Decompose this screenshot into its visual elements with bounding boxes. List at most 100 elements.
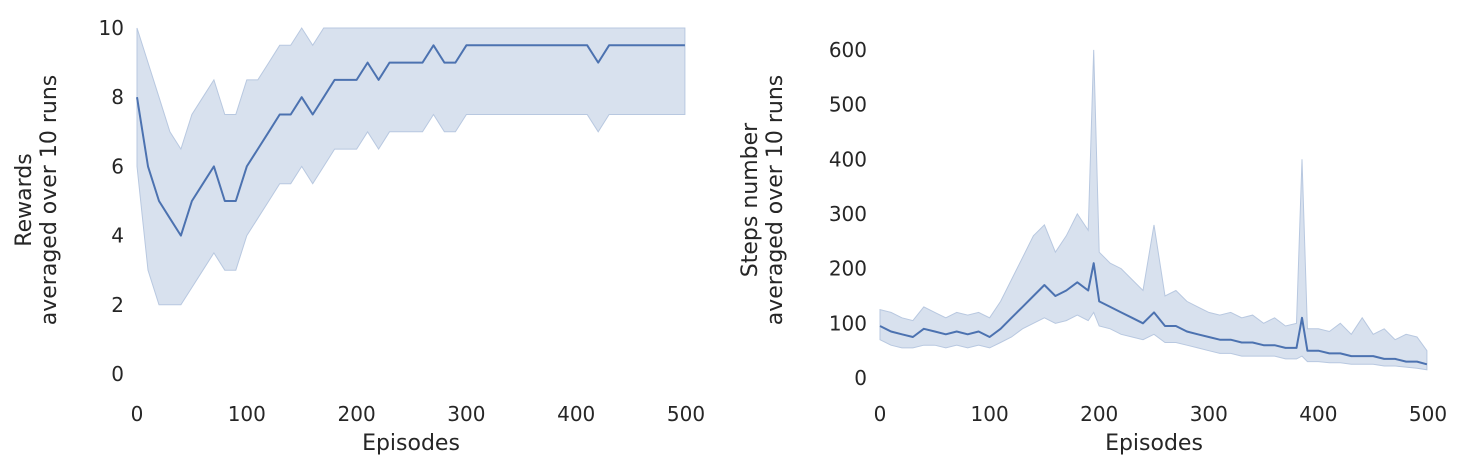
steps-data-point xyxy=(1077,282,1078,283)
steps-data-point xyxy=(1219,339,1220,340)
rewards-x-tick-label: 500 xyxy=(667,402,705,426)
rewards-data-point xyxy=(554,45,555,46)
steps-data-point xyxy=(1263,345,1264,346)
steps-data-point xyxy=(891,331,892,332)
steps-data-point xyxy=(1395,358,1396,359)
steps-y-tick-label: 400 xyxy=(829,147,867,171)
rewards-data-point xyxy=(279,114,280,115)
rewards-x-tick-label: 200 xyxy=(338,402,376,426)
steps-data-point xyxy=(1093,263,1094,264)
steps-data-point xyxy=(1302,317,1303,318)
rewards-data-point xyxy=(455,62,456,63)
rewards-y-tick-label: 2 xyxy=(111,293,124,317)
rewards-data-point xyxy=(290,114,291,115)
rewards-data-point xyxy=(137,97,138,98)
steps-x-tick-label: 500 xyxy=(1409,402,1447,426)
rewards-data-point xyxy=(565,45,566,46)
rewards-data-point xyxy=(213,166,214,167)
steps-data-point xyxy=(1252,342,1253,343)
rewards-data-point xyxy=(664,45,665,46)
rewards-data-point xyxy=(148,166,149,167)
steps-data-point xyxy=(989,337,990,338)
rewards-data-point xyxy=(620,45,621,46)
rewards-data-point xyxy=(356,79,357,80)
steps-data-point xyxy=(1274,345,1275,346)
steps-data-point xyxy=(956,331,957,332)
rewards-y-tick-label: 8 xyxy=(111,85,124,109)
rewards-y-tick-label: 4 xyxy=(111,224,124,248)
rewards-data-point xyxy=(411,62,412,63)
rewards-data-point xyxy=(312,114,313,115)
steps-panel: 0 100 200 300 400 500 600 0 100 200 300 400 500 Epi… xyxy=(738,38,1447,456)
rewards-data-point xyxy=(433,45,434,46)
steps-data-point xyxy=(1055,296,1056,297)
steps-y-tick-label: 200 xyxy=(829,257,867,281)
rewards-data-point xyxy=(169,218,170,219)
steps-data-point xyxy=(1340,353,1341,354)
rewards-data-point xyxy=(521,45,522,46)
rewards-mean-line xyxy=(136,44,685,237)
steps-data-point xyxy=(1022,306,1023,307)
rewards-data-point xyxy=(499,45,500,46)
steps-data-point xyxy=(880,326,881,327)
rewards-data-point xyxy=(598,62,599,63)
rewards-data-point xyxy=(587,45,588,46)
steps-data-point xyxy=(978,331,979,332)
steps-data-point xyxy=(1241,342,1242,343)
rewards-data-point xyxy=(323,97,324,98)
rewards-band-area xyxy=(136,27,686,306)
steps-data-point xyxy=(1154,312,1155,313)
steps-data-point xyxy=(934,331,935,332)
steps-x-tick-label: 400 xyxy=(1299,402,1337,426)
rewards-data-point xyxy=(543,45,544,46)
rewards-y-tick-label: 0 xyxy=(111,362,124,386)
rewards-data-point xyxy=(268,131,269,132)
steps-data-point xyxy=(1066,290,1067,291)
rewards-data-point xyxy=(224,201,225,202)
rewards-data-point xyxy=(477,45,478,46)
steps-data-point xyxy=(1230,339,1231,340)
steps-data-point xyxy=(1143,323,1144,324)
steps-y-axis-label-line2: averaged over 10 runs xyxy=(763,75,788,325)
rewards-data-point xyxy=(510,45,511,46)
rewards-series-line xyxy=(136,44,685,237)
steps-y-axis-label-line1: Steps number xyxy=(738,122,763,277)
rewards-data-point xyxy=(400,62,401,63)
steps-series-line xyxy=(879,262,1428,366)
steps-y-tick-label: 100 xyxy=(829,311,867,335)
steps-data-point xyxy=(1044,285,1045,286)
rewards-data-point xyxy=(466,45,467,46)
steps-data-point xyxy=(1373,356,1374,357)
rewards-data-point xyxy=(246,166,247,167)
rewards-data-point xyxy=(367,62,368,63)
steps-data-point xyxy=(901,334,902,335)
steps-data-point xyxy=(945,334,946,335)
steps-data-point xyxy=(1285,347,1286,348)
rewards-data-point xyxy=(642,45,643,46)
steps-data-point xyxy=(1011,317,1012,318)
steps-data-point xyxy=(923,328,924,329)
steps-data-point xyxy=(1362,356,1363,357)
steps-data-point xyxy=(1175,326,1176,327)
steps-x-ticks: 0 100 200 300 400 500 xyxy=(874,402,1447,426)
rewards-y-tick-label: 6 xyxy=(111,154,124,178)
steps-data-point xyxy=(1208,337,1209,338)
steps-data-point xyxy=(967,334,968,335)
rewards-x-ticks: 0 100 200 300 400 500 xyxy=(131,402,705,426)
steps-data-point xyxy=(1296,347,1297,348)
rewards-y-ticks: 0 2 4 6 8 10 xyxy=(99,16,124,386)
rewards-data-point xyxy=(202,183,203,184)
steps-confidence-band xyxy=(879,49,1428,371)
steps-y-tick-label: 600 xyxy=(829,38,867,62)
steps-data-point xyxy=(1329,353,1330,354)
steps-data-point xyxy=(1426,364,1427,365)
steps-data-point xyxy=(1384,358,1385,359)
rewards-data-point xyxy=(235,201,236,202)
steps-mean-line xyxy=(879,262,1428,366)
rewards-data-point xyxy=(257,149,258,150)
steps-x-tick-label: 200 xyxy=(1080,402,1118,426)
steps-data-point xyxy=(1318,350,1319,351)
steps-y-ticks: 0 100 200 300 400 500 600 xyxy=(829,38,867,390)
steps-y-tick-label: 500 xyxy=(829,93,867,117)
